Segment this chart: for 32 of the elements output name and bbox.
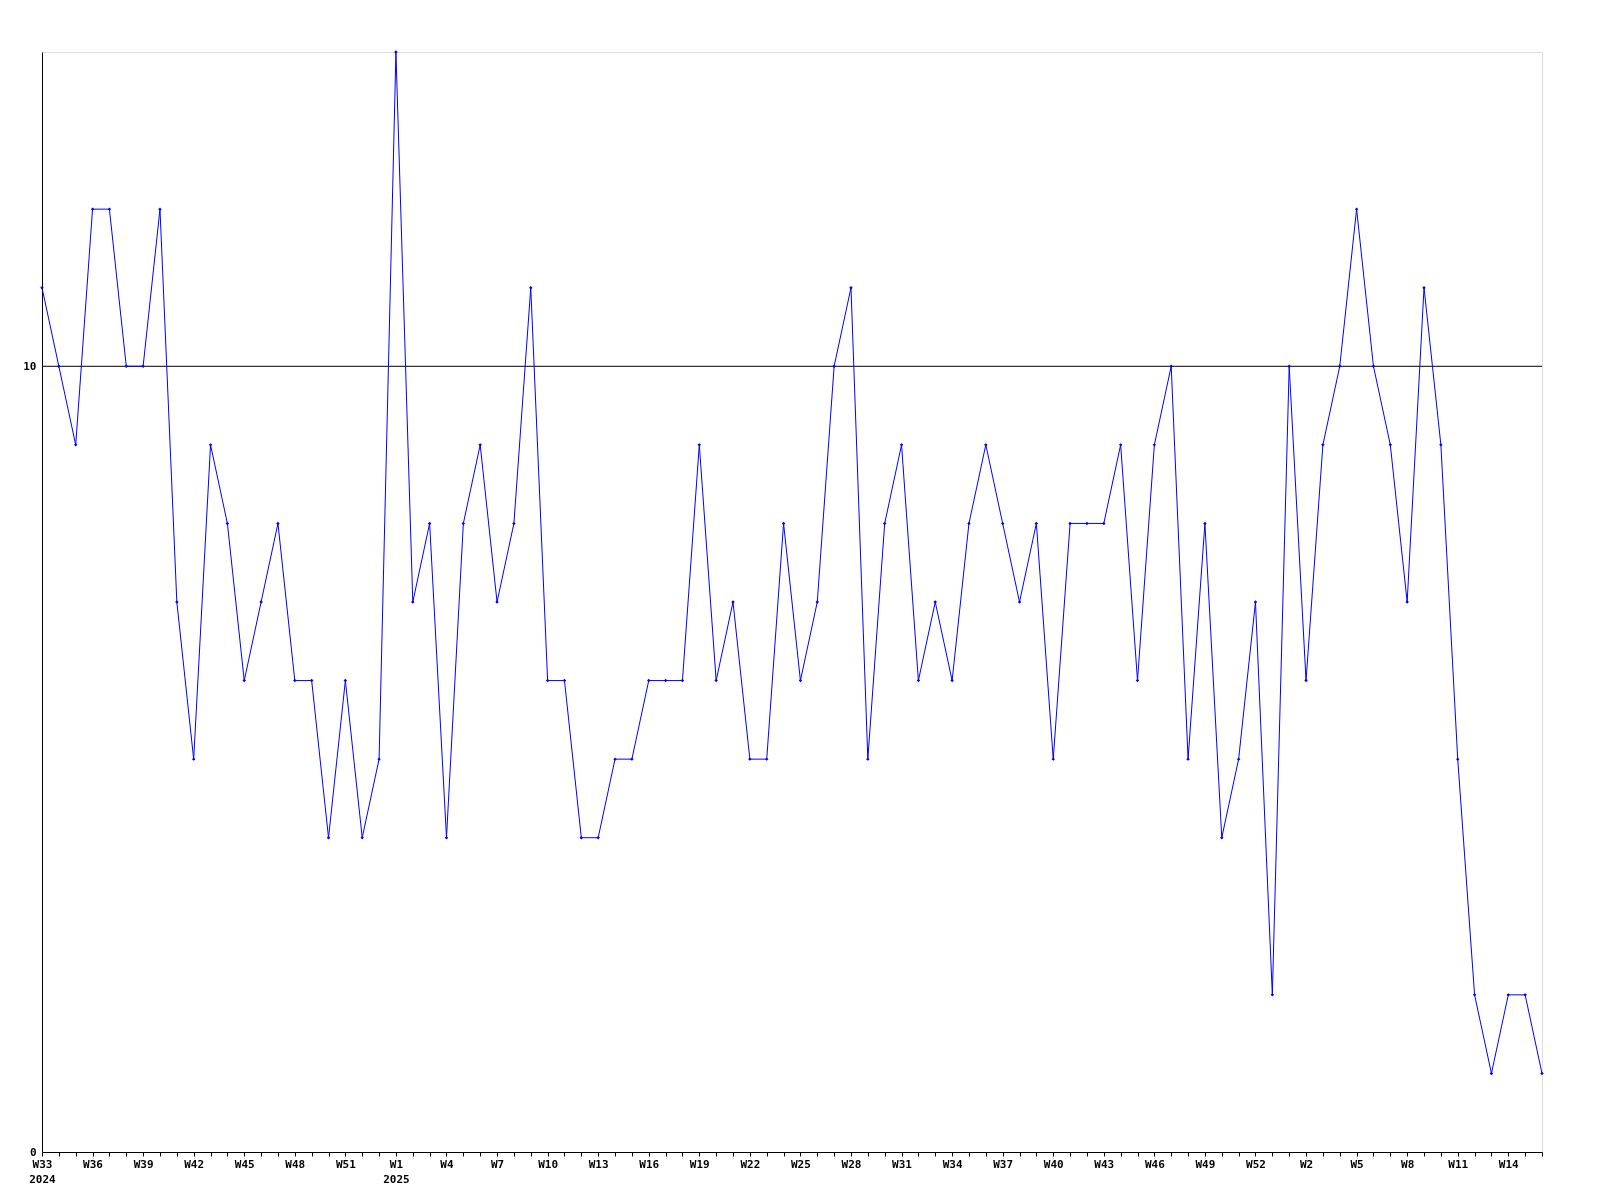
x-tick-label: W28 bbox=[841, 1157, 862, 1171]
x-tick-label: W11 bbox=[1448, 1157, 1469, 1171]
x-tick-label: W2 bbox=[1299, 1157, 1314, 1171]
x-tick-label: W7 bbox=[490, 1157, 505, 1171]
y-tick-label: 0 bbox=[29, 1145, 37, 1159]
x-tick-label: W5 bbox=[1350, 1157, 1364, 1171]
x-tick-label: W49 bbox=[1195, 1157, 1216, 1171]
x-tick-label: W46 bbox=[1144, 1157, 1166, 1171]
y-tick-label: 10 bbox=[23, 359, 37, 373]
x-tick-label: W42 bbox=[184, 1157, 205, 1171]
x-tick-label: W16 bbox=[639, 1157, 660, 1171]
x-tick-label: W43 bbox=[1094, 1157, 1115, 1171]
x-tick-label: W31 bbox=[892, 1157, 913, 1171]
x-tick-label: W39 bbox=[133, 1157, 154, 1171]
x-tick-label: W48 bbox=[285, 1157, 306, 1171]
x-tick-label: W19 bbox=[689, 1157, 710, 1171]
x-tick-label: W22 bbox=[740, 1157, 761, 1171]
x-tick-label: W33 2024 bbox=[29, 1157, 57, 1186]
x-tick-label: W10 bbox=[538, 1157, 559, 1171]
x-tick-label: W51 bbox=[335, 1157, 357, 1171]
x-tick-label: W8 bbox=[1401, 1157, 1415, 1171]
x-tick-label: W52 bbox=[1246, 1157, 1266, 1171]
x-tick-label: W14 bbox=[1498, 1157, 1520, 1171]
x-tick-label: W1 2025 bbox=[383, 1157, 410, 1186]
x-tick-label: W4 bbox=[440, 1157, 454, 1171]
x-tick-label: W25 bbox=[790, 1157, 811, 1171]
x-tick-label: W36 bbox=[83, 1157, 104, 1171]
x-tick-label: W45 bbox=[234, 1157, 255, 1171]
x-tick-label: W34 bbox=[942, 1157, 963, 1171]
x-tick-label: W40 bbox=[1043, 1157, 1064, 1171]
x-tick-label: W37 bbox=[993, 1157, 1014, 1171]
x-tick-label: W13 bbox=[588, 1157, 609, 1171]
